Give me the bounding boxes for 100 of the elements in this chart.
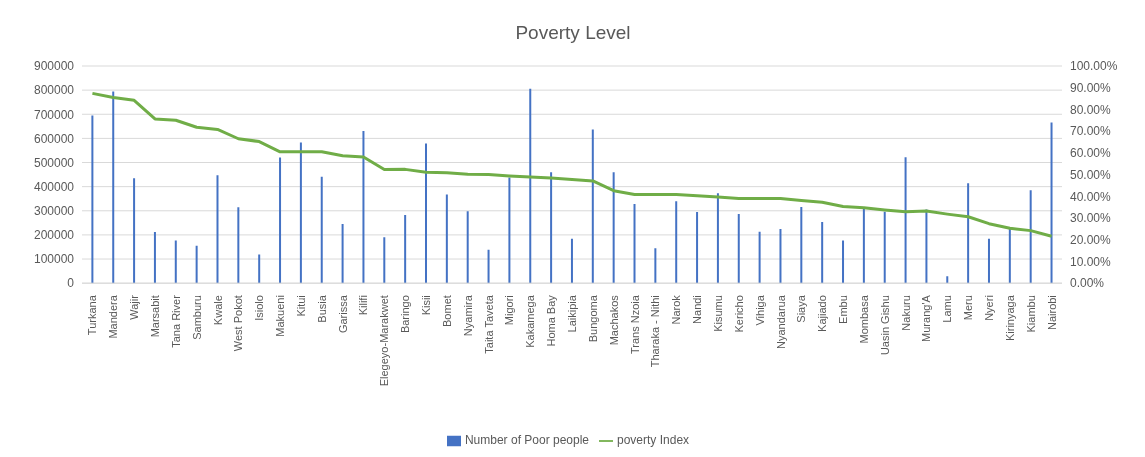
x-tick-label: Nyandarua xyxy=(774,294,787,349)
y-tick-label: 600000 xyxy=(33,131,75,146)
bar xyxy=(258,254,261,284)
x-tick-label: Bomet xyxy=(440,295,453,327)
y-tick-label: 700000 xyxy=(33,107,75,122)
x-tick-label: Isiolo xyxy=(253,295,266,321)
x-tick-label: Machakos xyxy=(607,294,620,346)
y-tick-label: 100000 xyxy=(33,252,75,267)
bar xyxy=(425,143,427,284)
x-tick-label: Nakuru xyxy=(899,295,912,331)
x-tick-label: Meru xyxy=(962,295,975,321)
y2-tick-label: 50.00% xyxy=(1070,167,1112,182)
legend-label: Number of Poor people xyxy=(464,433,590,448)
x-tick-label: Kericho xyxy=(732,295,745,333)
x-tick-label: Tharaka - Nithi xyxy=(649,295,662,368)
bar xyxy=(967,183,970,284)
line-series xyxy=(90,91,1054,238)
bar xyxy=(445,194,448,284)
bar xyxy=(758,231,761,284)
bar xyxy=(946,276,949,284)
y-tick-label: 400000 xyxy=(33,179,75,194)
bar xyxy=(570,238,573,284)
bar xyxy=(383,237,386,284)
y2-tick-label: 30.00% xyxy=(1070,211,1112,226)
x-tick-label: Kirinyaga xyxy=(1003,294,1016,342)
x-tick-label: Siaya xyxy=(795,294,808,323)
bar xyxy=(591,129,594,284)
bar xyxy=(737,213,740,284)
bar xyxy=(237,207,240,284)
x-tick-label: Kisii xyxy=(420,295,433,316)
bar xyxy=(550,172,553,284)
x-tick-label: Kiambu xyxy=(1024,295,1037,333)
x-tick-label: Laikipia xyxy=(566,294,578,333)
y2-tick-label: 60.00% xyxy=(1070,146,1112,161)
bar xyxy=(174,240,177,284)
x-tick-label: Kilifi xyxy=(357,295,370,316)
x-tick-label: Garissa xyxy=(336,294,349,334)
x-tick-label: Murang'A xyxy=(920,294,933,342)
y2-tick-label: 0.00% xyxy=(1070,276,1105,291)
bar xyxy=(716,193,719,284)
y2-tick-label: 100.00% xyxy=(1070,59,1118,74)
x-tick-label: Kwale xyxy=(211,295,224,326)
x-tick-label: West Pokot xyxy=(232,295,245,352)
y2-tick-label: 20.00% xyxy=(1070,233,1112,247)
bar xyxy=(133,178,136,284)
x-tick-label: Homa Bay xyxy=(545,294,558,347)
bar xyxy=(508,177,511,284)
bar xyxy=(821,222,824,284)
x-tick-label: Trans Nzoia xyxy=(628,294,641,355)
bar xyxy=(1029,190,1032,284)
x-tick-label: Nyeri xyxy=(983,295,996,321)
x-tick-label: Busia xyxy=(315,294,328,323)
x-tick-label: Bungoma xyxy=(586,294,599,343)
bar xyxy=(1008,228,1011,284)
y2-tick-label: 10.00% xyxy=(1070,254,1112,269)
bar xyxy=(341,224,344,284)
x-tick-label: Tana River xyxy=(169,294,182,348)
x-tick-label: Mandera xyxy=(107,294,120,339)
bar xyxy=(862,208,865,284)
x-tick-label: Taita Taveta xyxy=(482,294,495,354)
y-tick-label: 200000 xyxy=(33,228,75,243)
bar xyxy=(112,91,115,284)
x-tick-label: Turkana xyxy=(86,294,99,336)
y-tick-label: 800000 xyxy=(33,83,75,98)
chart-title: Poverty Level xyxy=(514,21,632,45)
y-tick-label: 900000 xyxy=(33,59,75,74)
bar xyxy=(800,206,803,284)
legend-label: poverty Index xyxy=(617,433,690,448)
x-tick-label: Wajir xyxy=(128,294,141,320)
bar xyxy=(612,172,615,284)
x-tick-label: Nandi xyxy=(691,295,704,324)
x-tick-label: Elegeyo-Marakwet xyxy=(378,295,391,387)
x-tick-label: Kitui xyxy=(294,295,307,317)
bar xyxy=(675,201,678,284)
y2-tick-label: 80.00% xyxy=(1070,102,1112,117)
x-tick-label: Migori xyxy=(503,295,516,326)
x-tick-label: Samburu xyxy=(190,295,203,340)
x-tick-label: Nairobi xyxy=(1045,295,1058,331)
x-tick-label: Kakamega xyxy=(524,294,537,348)
bar xyxy=(362,130,365,284)
x-tick-label: Mombasa xyxy=(857,294,870,344)
x-tick-label: Baringo xyxy=(399,295,412,334)
bar xyxy=(466,211,469,284)
x-tick-label: Kajiado xyxy=(816,295,829,332)
bar xyxy=(487,249,490,284)
y2-tick-label: 70.00% xyxy=(1070,124,1112,139)
bar xyxy=(529,88,532,284)
x-tick-label: Lamu xyxy=(941,295,954,323)
bar xyxy=(987,238,990,284)
x-tick-label: Embu xyxy=(837,295,850,324)
bar xyxy=(779,228,782,284)
bar xyxy=(842,240,845,284)
bar xyxy=(633,204,636,284)
y2-tick-label: 90.00% xyxy=(1070,80,1112,95)
bar xyxy=(883,211,886,284)
y-tick-label: 300000 xyxy=(33,204,75,219)
x-tick-label: Makueni xyxy=(274,295,287,337)
bar xyxy=(654,248,657,284)
y-tick-label: 500000 xyxy=(33,155,75,170)
bar xyxy=(404,215,407,284)
